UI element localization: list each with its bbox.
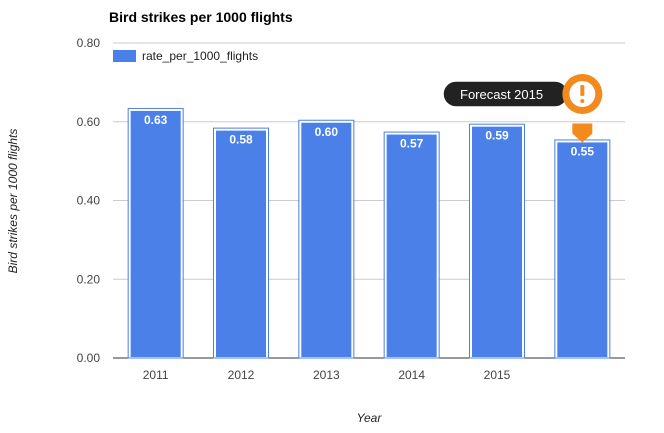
legend-swatch (113, 50, 136, 62)
y-tick-label: 0.20 (77, 272, 101, 286)
annotation-text: Forecast 2015 (460, 87, 543, 102)
bar-outline (383, 131, 440, 359)
legend-label: rate_per_1000_flights (142, 49, 258, 63)
x-axis-title: Year (357, 411, 383, 425)
data-label: 0.63 (144, 113, 168, 127)
bar-outline (469, 123, 525, 359)
bar (555, 140, 610, 359)
y-tick-label: 0.80 (77, 36, 101, 50)
x-tick-label: 2012 (228, 368, 255, 382)
data-label: 0.58 (229, 133, 253, 147)
data-label: 0.55 (571, 144, 595, 158)
bar (470, 124, 524, 359)
bar (299, 120, 354, 359)
x-tick-label: 2015 (484, 368, 511, 382)
annotation-pointer (572, 123, 593, 143)
y-tick-label: 0.00 (77, 351, 101, 365)
y-tick-label: 0.60 (77, 115, 101, 129)
bar (128, 108, 183, 359)
exclamation-bar (580, 85, 585, 96)
x-tick-label: 2014 (398, 368, 425, 382)
bar-outline (298, 119, 355, 359)
chart-title: Bird strikes per 1000 flights (109, 9, 293, 25)
data-label: 0.60 (315, 125, 339, 139)
x-tick-label: 2011 (143, 368, 169, 382)
bar (214, 128, 268, 359)
y-axis-title: Bird strikes per 1000 flights (6, 129, 20, 274)
data-label: 0.57 (400, 137, 424, 151)
x-tick-label: 2013 (313, 368, 340, 382)
bar (384, 132, 439, 359)
exclamation-dot (580, 99, 585, 103)
legend[interactable]: rate_per_1000_flights (113, 49, 258, 63)
bar-outline (127, 107, 184, 359)
y-tick-label: 0.40 (77, 194, 101, 208)
data-label: 0.59 (485, 129, 509, 143)
bar-outline (213, 127, 269, 359)
